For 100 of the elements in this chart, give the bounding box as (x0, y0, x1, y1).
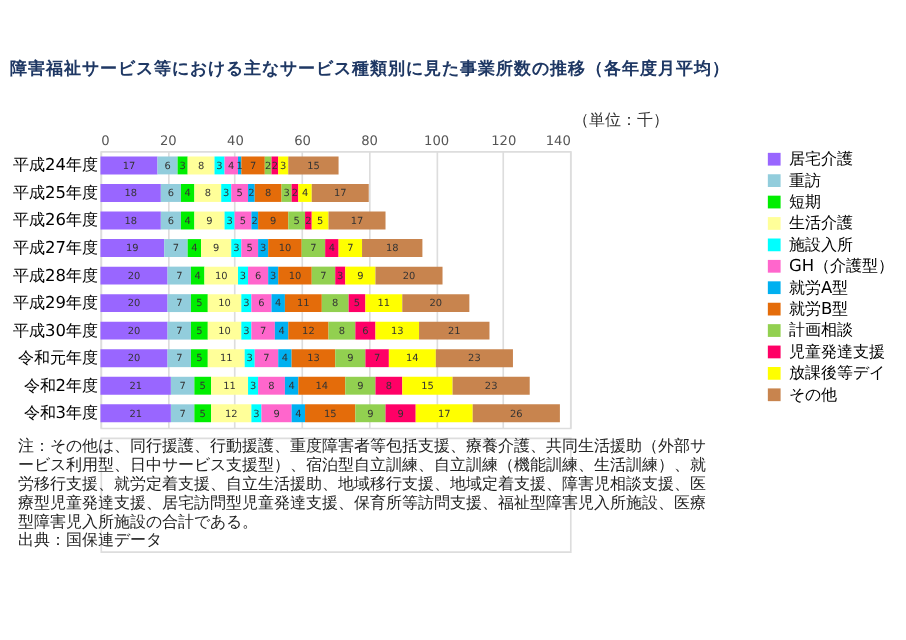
bar (211, 404, 252, 423)
bar (254, 184, 282, 202)
bar (167, 321, 192, 340)
text: （単位：千） (572, 108, 669, 129)
bar (170, 404, 195, 423)
legend-label: 施設入所 (789, 233, 854, 254)
bar (328, 211, 386, 230)
bar (291, 349, 336, 368)
legend-label: 重訪 (789, 169, 822, 190)
bar (157, 156, 178, 175)
bar (194, 376, 212, 395)
y-tick-label: 令和元年度 (18, 347, 99, 368)
bar (321, 294, 349, 313)
y-tick-label: 令和2年度 (23, 374, 99, 395)
bar (375, 321, 420, 340)
bar (241, 156, 265, 175)
bar (160, 184, 181, 202)
y-tick-label: 平成30年度 (13, 319, 99, 340)
bar (194, 404, 212, 423)
bar (100, 211, 161, 230)
bar (100, 156, 158, 175)
legend-label: 生活介護 (789, 212, 854, 233)
bar (241, 239, 259, 257)
bar (204, 266, 238, 285)
bar (388, 349, 436, 368)
bar (362, 239, 423, 257)
bar (170, 376, 195, 395)
bar (472, 404, 560, 423)
bar (194, 184, 222, 202)
y-tick-label: 平成24年度 (13, 154, 99, 175)
bar (278, 266, 312, 285)
bar (402, 294, 470, 313)
bar (385, 404, 416, 423)
bar (231, 184, 249, 202)
bar (288, 156, 339, 175)
bar (268, 239, 302, 257)
y-tick-label: 平成28年度 (13, 264, 99, 285)
bar (201, 239, 232, 257)
bar (298, 376, 346, 395)
bar (415, 404, 473, 423)
legend-label: その他 (789, 383, 838, 404)
legend-label: 計画相談 (789, 319, 854, 340)
y-tick-label: 平成26年度 (13, 209, 99, 230)
bar (191, 349, 208, 368)
legend-label: 就労A型 (789, 276, 849, 297)
bar (284, 294, 322, 313)
bar (311, 266, 336, 285)
bar (100, 376, 171, 395)
bar (187, 156, 215, 175)
bar (261, 404, 292, 423)
legend-label: 居宅介護 (789, 148, 854, 169)
bar (375, 376, 403, 395)
bar (100, 294, 168, 313)
bar (207, 349, 245, 368)
y-tick-label: 平成29年度 (13, 292, 99, 313)
bar (167, 349, 192, 368)
bar (435, 349, 513, 368)
bar (167, 294, 192, 313)
legend-label: 児童発達支援 (789, 340, 886, 361)
bar (214, 156, 225, 175)
bar (194, 211, 225, 230)
bar (251, 294, 272, 313)
bar (338, 239, 363, 257)
legend-label: 就労B型 (789, 298, 849, 319)
bar (452, 376, 530, 395)
bar (305, 404, 356, 423)
bar (100, 321, 168, 340)
y-tick-label: 平成25年度 (13, 181, 99, 202)
bar (325, 239, 339, 257)
bar (211, 376, 249, 395)
bar (365, 294, 403, 313)
legend-label: 短期 (789, 190, 822, 211)
bar (100, 349, 168, 368)
bar (100, 184, 161, 202)
chart-title: 障害福祉サービス等における主なサービス種類別に見た事業所数の推移（各年度月平均） (10, 58, 731, 81)
bar (375, 266, 443, 285)
legend-label: 放課後等デイ (789, 362, 886, 383)
bar (278, 349, 292, 368)
bar (191, 294, 208, 313)
bar (167, 266, 192, 285)
bar (301, 239, 326, 257)
bar (288, 321, 329, 340)
bar (345, 266, 376, 285)
y-tick-label: 令和3年度 (23, 402, 99, 423)
y-tick-label: 平成27年度 (13, 236, 99, 257)
bar (345, 376, 376, 395)
bar (311, 184, 369, 202)
bar (402, 376, 453, 395)
bar (365, 349, 389, 368)
bar (258, 376, 285, 395)
bar (298, 184, 312, 202)
bar (355, 404, 386, 423)
bar (191, 321, 208, 340)
bar (419, 321, 490, 340)
legend-label: GH（介護型） (789, 255, 895, 276)
bar (251, 321, 275, 340)
bar (100, 239, 165, 257)
bar (335, 349, 366, 368)
bar (100, 404, 171, 423)
bar (164, 239, 188, 257)
